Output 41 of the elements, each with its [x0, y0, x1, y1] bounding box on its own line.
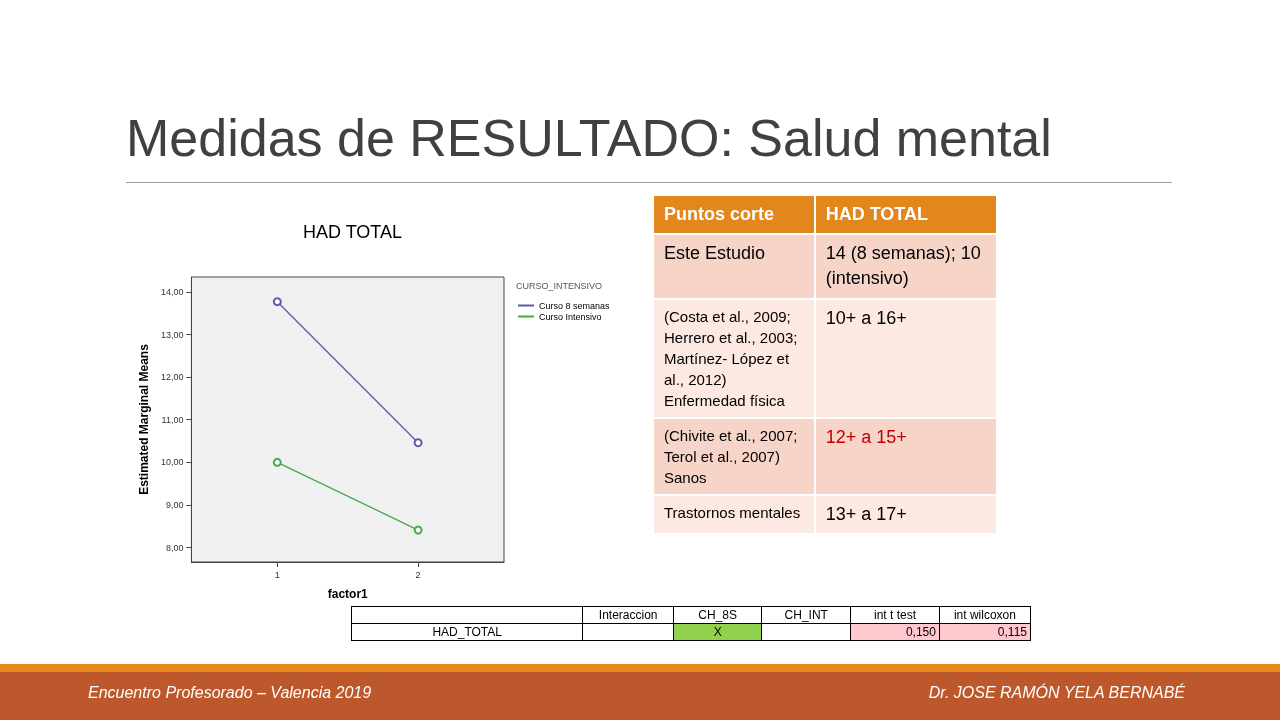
legend-label: Curso Intensivo — [539, 311, 602, 322]
chart-title: HAD TOTAL — [303, 222, 403, 242]
text: 10+ a 16+ — [814, 298, 997, 418]
text: CH_INT — [761, 606, 851, 624]
x-tick-label: 2 — [415, 569, 421, 580]
y-tick-label: 11,00 — [161, 414, 184, 425]
y-tick-label: 8,00 — [165, 542, 184, 553]
point — [272, 457, 282, 467]
legend-title: CURSO_INTENSIVO — [516, 280, 603, 291]
y-tick-label: 14,00 — [160, 286, 184, 297]
y-tick-label: 10,00 — [160, 457, 184, 468]
x-tick-label: 1 — [274, 569, 280, 580]
text: 13+ a 17+ — [814, 494, 997, 534]
text: X — [673, 623, 762, 641]
text: Medidas de RESULTADO: Salud mental — [126, 108, 1052, 168]
text: int wilcoxon — [939, 606, 1031, 624]
point — [272, 297, 282, 307]
text: Dr. JOSE RAMÓN YELA BERNABÉ — [928, 684, 1185, 702]
text: CH_8S — [673, 606, 762, 624]
text: Puntos corte — [653, 195, 815, 235]
text: 0,115 — [939, 623, 1031, 641]
y-axis-title: Estimated Marginal Means — [137, 343, 151, 495]
text: int t test — [850, 606, 940, 624]
text: HAD TOTAL — [814, 195, 997, 235]
text: 14 (8 semanas); 10 (intensivo) — [814, 234, 997, 299]
text: Trastornos mentales — [653, 494, 815, 534]
text: Interaccion — [582, 606, 674, 624]
x-axis-title: factor1 — [327, 587, 369, 601]
text: 0,150 — [850, 623, 940, 641]
y-tick-label: 13,00 — [160, 329, 184, 340]
legend-label: Curso 8 semanas — [539, 300, 611, 311]
text: (Costa et al., 2009; Herrero et al., 2003; Martínez- López et al., 2012) Enfermedad física — [653, 298, 815, 418]
y-tick-label: 12,00 — [160, 372, 184, 383]
text: 12+ a 15+ — [814, 417, 997, 495]
text: (Chivite et al., 2007; Terol et al., 2007) Sanos — [653, 417, 815, 495]
point — [413, 438, 423, 448]
text: Este Estudio — [653, 234, 815, 299]
point — [413, 525, 423, 535]
text: Encuentro Profesorado – Valencia 2019 — [88, 684, 372, 702]
y-tick-label: 9,00 — [165, 499, 184, 510]
text: HAD_TOTAL — [351, 623, 583, 641]
